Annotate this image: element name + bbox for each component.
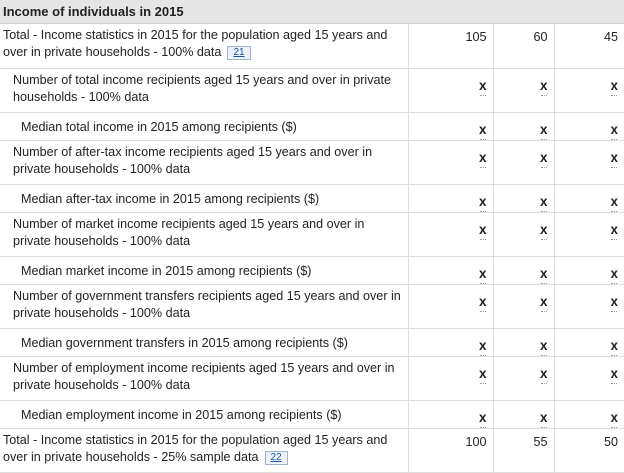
value-cell: x (554, 184, 624, 213)
suppressed-value[interactable]: x (610, 409, 618, 428)
table-row: Median government transfers in 2015 amon… (0, 328, 624, 357)
value-cell: x (408, 212, 494, 257)
value-cell: x (408, 256, 494, 285)
value-cell: 60 (493, 24, 555, 69)
value-cell: x (408, 112, 494, 141)
suppressed-value[interactable]: x (610, 265, 618, 284)
suppressed-value[interactable]: x (478, 409, 487, 428)
table-row: Total - Income statistics in 2015 for th… (0, 428, 624, 473)
value-cell: x (493, 112, 555, 141)
suppressed-value[interactable]: x (610, 121, 618, 140)
income-table: Total - Income statistics in 2015 for th… (0, 24, 624, 473)
row-label: Total - Income statistics in 2015 for th… (0, 428, 409, 473)
suppressed-value[interactable]: x (478, 77, 487, 96)
row-label: Number of employment income recipients a… (0, 356, 409, 401)
footnote-link[interactable]: 22 (264, 450, 288, 465)
value-cell: x (554, 212, 624, 257)
suppressed-value[interactable]: x (610, 77, 618, 96)
value-cell: x (493, 256, 555, 285)
value-cell: x (493, 356, 555, 401)
suppressed-value[interactable]: x (478, 337, 487, 356)
value-cell: x (408, 184, 494, 213)
suppressed-value[interactable]: x (478, 293, 487, 312)
table-row: Median after-tax income in 2015 among re… (0, 184, 624, 213)
suppressed-value[interactable]: x (539, 149, 548, 168)
value-cell: x (554, 112, 624, 141)
value-cell: x (493, 184, 555, 213)
table-row: Total - Income statistics in 2015 for th… (0, 24, 624, 69)
suppressed-value[interactable]: x (610, 221, 618, 240)
value-cell: x (408, 68, 494, 113)
value-cell: x (408, 400, 494, 429)
suppressed-value[interactable]: x (539, 77, 548, 96)
suppressed-value[interactable]: x (478, 193, 487, 212)
value-cell: x (554, 140, 624, 185)
table-row: Number of market income recipients aged … (0, 212, 624, 257)
row-label: Number of after-tax income recipients ag… (0, 140, 409, 185)
suppressed-value[interactable]: x (539, 221, 548, 240)
table-row: Number of after-tax income recipients ag… (0, 140, 624, 185)
table-row: Median employment income in 2015 among r… (0, 400, 624, 429)
suppressed-value[interactable]: x (610, 193, 618, 212)
suppressed-value[interactable]: x (478, 265, 487, 284)
row-label: Median after-tax income in 2015 among re… (0, 184, 409, 213)
value-cell: x (493, 400, 555, 429)
value-cell: x (554, 400, 624, 429)
value-cell: 105 (408, 24, 494, 69)
row-label: Median market income in 2015 among recip… (0, 256, 409, 285)
suppressed-value[interactable]: x (610, 293, 618, 312)
section-header: Income of individuals in 2015 (0, 0, 624, 24)
value-cell: x (408, 140, 494, 185)
suppressed-value[interactable]: x (539, 121, 548, 140)
value-cell: 50 (554, 428, 624, 473)
row-label: Number of total income recipients aged 1… (0, 68, 409, 113)
value-cell: 100 (408, 428, 494, 473)
value-cell: x (554, 356, 624, 401)
table-row: Number of government transfers recipient… (0, 284, 624, 329)
footnote-link[interactable]: 21 (227, 46, 251, 60)
row-label: Number of market income recipients aged … (0, 212, 409, 257)
suppressed-value[interactable]: x (539, 293, 548, 312)
value-cell: x (554, 328, 624, 357)
suppressed-value[interactable]: x (539, 193, 548, 212)
suppressed-value[interactable]: x (478, 221, 487, 240)
section-title: Income of individuals in 2015 (3, 4, 184, 19)
table-row: Median market income in 2015 among recip… (0, 256, 624, 285)
suppressed-value[interactable]: x (478, 149, 487, 168)
suppressed-value[interactable]: x (539, 265, 548, 284)
value-cell: x (408, 356, 494, 401)
suppressed-value[interactable]: x (539, 365, 548, 384)
table-row: Number of total income recipients aged 1… (0, 68, 624, 113)
value-cell: x (554, 256, 624, 285)
suppressed-value[interactable]: x (539, 337, 548, 356)
row-label: Median employment income in 2015 among r… (0, 400, 409, 429)
suppressed-value[interactable]: x (610, 149, 618, 168)
row-label: Number of government transfers recipient… (0, 284, 409, 329)
value-cell: x (493, 284, 555, 329)
value-cell: x (554, 284, 624, 329)
suppressed-value[interactable]: x (539, 409, 548, 428)
row-label: Median total income in 2015 among recipi… (0, 112, 409, 141)
value-cell: x (493, 212, 555, 257)
value-cell: x (493, 328, 555, 357)
value-cell: 45 (554, 24, 624, 69)
suppressed-value[interactable]: x (610, 337, 618, 356)
value-cell: x (408, 328, 494, 357)
value-cell: x (493, 140, 555, 185)
table-row: Median total income in 2015 among recipi… (0, 112, 624, 141)
suppressed-value[interactable]: x (478, 365, 487, 384)
value-cell: 55 (493, 428, 555, 473)
table-row: Number of employment income recipients a… (0, 356, 624, 401)
row-label: Median government transfers in 2015 amon… (0, 328, 409, 357)
value-cell: x (554, 68, 624, 113)
suppressed-value[interactable]: x (478, 121, 487, 140)
value-cell: x (408, 284, 494, 329)
suppressed-value[interactable]: x (610, 365, 618, 384)
row-label: Total - Income statistics in 2015 for th… (0, 24, 409, 69)
value-cell: x (493, 68, 555, 113)
